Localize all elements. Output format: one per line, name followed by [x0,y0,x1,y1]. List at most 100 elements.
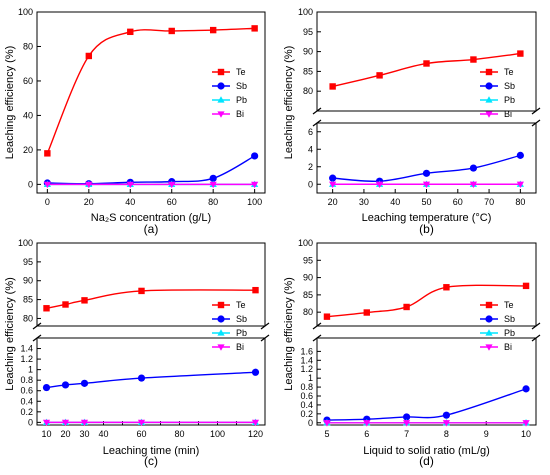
y-axis-label: Leaching efficiency (%) [283,277,295,391]
data-point-bi [168,181,176,189]
axis-break-mark [260,334,270,342]
x-tick-label: 8 [444,429,449,439]
x-tick-label: 10 [41,429,51,439]
x-axis-label: Leaching temperature (°C) [362,212,492,224]
y-tick-label: 1.2 [20,354,33,364]
axis-break-mark [531,107,541,115]
y-tick-label: 0.2 [20,407,33,417]
x-tick-label: 80 [208,197,218,207]
y-tick-label: 60 [23,76,33,86]
data-point-sb [137,374,146,382]
data-point-bi [61,419,70,427]
y-tick-label: 85 [23,295,33,305]
data-point-bi [42,419,51,427]
y-tick-label: 0.4 [20,396,33,406]
x-tick-label: 100 [210,429,225,439]
data-point-te [251,25,258,32]
y-tick-label: 100 [18,7,33,17]
data-point-te [168,27,175,35]
y-tick-label: 0.4 [300,400,313,410]
data-point-te [403,303,410,311]
y-tick-label: 0.6 [20,386,33,396]
legend-label: Sb [236,81,247,91]
y-tick-label: 80 [23,313,33,323]
x-tick-label: 20 [84,197,94,207]
x-tick-label: 40 [390,197,400,207]
data-point-sb [42,383,51,392]
data-point-te [517,50,524,57]
y-tick-label: 0 [308,418,313,428]
axis-break-mark [531,119,541,127]
x-tick-label: 10 [521,429,531,439]
legend-marker [217,96,225,103]
data-point-sb [469,164,478,172]
panel-c: 10 20 30 40 60 80 100 120 80 85 90 95 100 00.20.40.60… [4,238,270,468]
legend-label: Te [504,67,514,77]
data-point-bi [442,420,451,427]
data-point-te [138,287,145,295]
data-point-bi [137,419,146,427]
axis-break-mark [312,334,322,342]
data-point-te [85,52,93,60]
legend-marker [485,111,493,118]
data-point-bi [522,420,530,427]
data-point-bi [363,420,371,427]
legend-label: Pb [504,95,515,105]
legend-marker [485,315,493,323]
y-tick-label: 90 [23,276,33,286]
data-point-bi [80,419,89,427]
y-tick-label: 100 [18,238,33,248]
y-tick-label: 1.4 [300,355,313,365]
panel-label: (b) [419,222,434,236]
x-tick-label: 50 [421,197,431,207]
series-line-te [326,284,527,318]
plot-frame-upper [316,11,537,112]
plot-frame-lower [316,337,537,426]
y-tick-label: 4 [308,144,313,154]
data-point-bi [209,181,217,189]
y-tick-label: 95 [303,255,313,265]
data-point-te [329,83,336,90]
plot-frame-upper [316,242,537,327]
y-tick-label: 1.2 [300,364,313,374]
y-tick-label: 1 [308,373,313,383]
y-axis-label: Leaching efficiency (%) [4,277,16,391]
y-tick-label: 90 [303,273,313,283]
legend-label: Sb [504,81,515,91]
y-tick-label: 1.6 [300,346,313,356]
x-axis-label: Na₂S concentration (g/L) [91,212,211,224]
legend-label: Pb [236,95,247,105]
legend-label: Bi [504,109,512,119]
y-tick-label: 20 [23,145,33,155]
axis-break-mark [312,107,322,115]
plot-frame-lower [36,337,266,426]
y-tick-label: 0 [308,179,313,189]
data-point-te [323,313,331,320]
series-line-te [46,27,255,154]
data-point-sb [402,413,411,421]
series-line-sb [326,388,527,421]
panel-a: 0 20 40 60 80 100 0 20 40 60 80 100 Na₂S concentrati… [4,7,266,236]
legend-label: Pb [236,328,247,338]
x-tick-label: 30 [359,197,369,207]
legend-marker [217,111,225,118]
x-tick-label: 80 [515,197,525,207]
data-point-sb [442,411,451,419]
legend-label: Te [504,300,514,310]
panel-label: (c) [144,454,158,468]
data-point-bi [85,181,93,189]
y-tick-label: 0.6 [300,391,313,401]
data-point-sb [251,152,259,160]
y-tick-label: 80 [23,41,33,51]
series-line-sb [47,155,255,185]
data-point-bi [516,181,524,189]
panel-label: (a) [144,222,159,236]
data-point-te [127,28,134,36]
x-tick-label: 20 [328,197,338,207]
legend-marker [217,344,225,351]
x-tick-label: 120 [248,429,263,439]
axis-break-mark [312,119,322,127]
legend-marker [485,96,493,103]
data-point-bi [329,181,337,189]
